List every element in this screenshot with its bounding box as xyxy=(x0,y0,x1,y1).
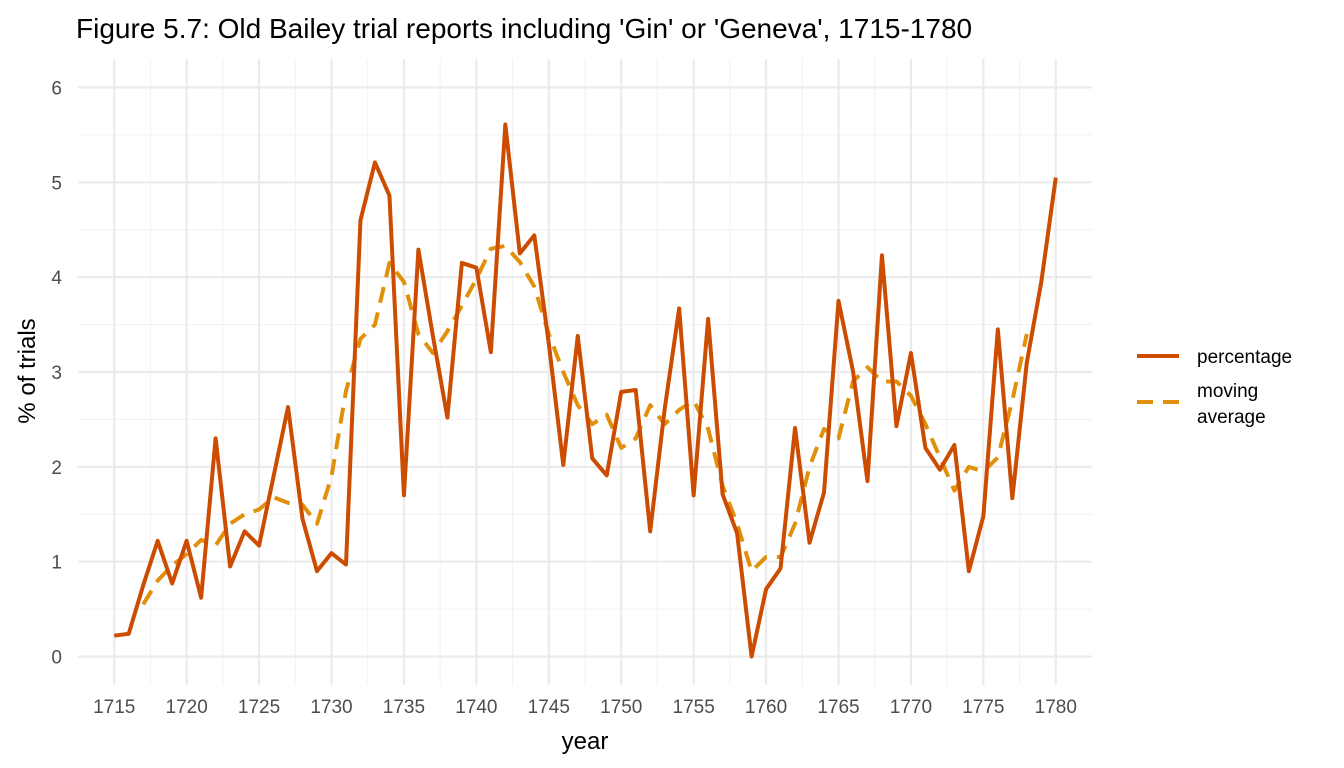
x-tick-label: 1715 xyxy=(93,697,135,718)
y-tick-label: 6 xyxy=(51,78,62,99)
y-tick-label: 1 xyxy=(51,553,62,574)
major-gridlines xyxy=(78,59,1092,685)
y-axis-title: % of trials xyxy=(14,318,41,423)
x-tick-label: 1780 xyxy=(1035,697,1077,718)
y-tick-label: 5 xyxy=(51,173,62,194)
x-tick-label: 1730 xyxy=(310,697,352,718)
x-tick-label: 1725 xyxy=(238,697,280,718)
x-tick-label: 1765 xyxy=(817,697,859,718)
legend-label-percentage: percentage xyxy=(1197,347,1292,368)
x-tick-label: 1740 xyxy=(455,697,497,718)
percentage-series-line xyxy=(113,122,1058,659)
x-axis-tick-labels: 1715 1720 1725 1730 1735 1740 1745 1750 1755 1760… xyxy=(93,697,1077,718)
y-axis-tick-labels: 0 1 2 3 4 5 6 xyxy=(51,78,62,668)
x-tick-label: 1770 xyxy=(890,697,932,718)
x-tick-label: 1755 xyxy=(673,697,715,718)
legend-label-moving-average: moving average xyxy=(1197,381,1266,428)
legend: percentage moving average xyxy=(1137,347,1292,428)
y-tick-label: 4 xyxy=(51,268,62,289)
x-tick-label: 1745 xyxy=(528,697,570,718)
series-lines xyxy=(113,122,1058,659)
x-tick-label: 1735 xyxy=(383,697,425,718)
x-axis-title: year xyxy=(562,728,609,755)
x-tick-label: 1750 xyxy=(600,697,642,718)
y-tick-label: 3 xyxy=(51,363,62,384)
y-tick-label: 2 xyxy=(51,458,62,479)
x-tick-label: 1760 xyxy=(745,697,787,718)
y-tick-label: 0 xyxy=(51,648,62,669)
x-tick-label: 1720 xyxy=(166,697,208,718)
chart-title: Figure 5.7: Old Bailey trial reports inc… xyxy=(76,13,972,44)
x-tick-label: 1775 xyxy=(962,697,1004,718)
